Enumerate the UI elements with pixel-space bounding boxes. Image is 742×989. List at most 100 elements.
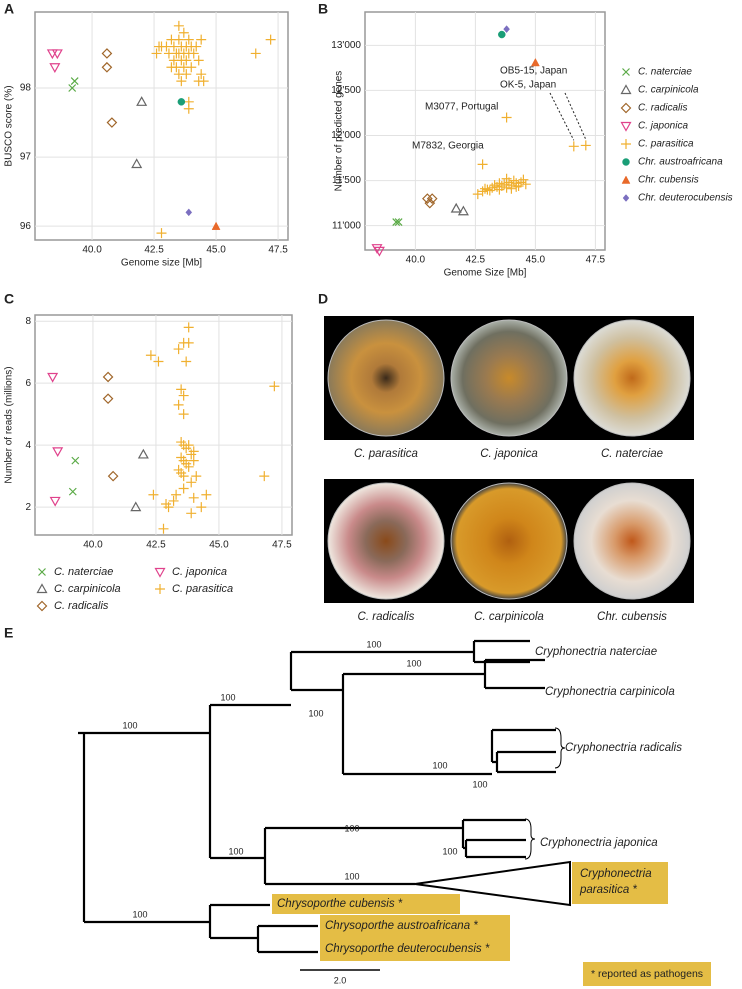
legend-marker [622, 68, 630, 76]
annotation: OB5-15, Japan [500, 66, 567, 77]
point [186, 62, 197, 73]
y-tick-label: 13'000 [331, 40, 361, 51]
point [47, 372, 59, 383]
point [371, 244, 383, 254]
point [178, 27, 189, 38]
point [196, 69, 207, 80]
x-axis-label: Genome size [Mb] [121, 258, 202, 269]
point [183, 440, 194, 451]
point [477, 159, 488, 170]
legend-label: C. naterciae [54, 566, 113, 578]
panel-label: C [4, 291, 14, 307]
culture-plate [573, 482, 691, 600]
y-tick-label: 98 [20, 83, 32, 94]
taxon-label: Cryphonectria carpinicola [545, 686, 675, 698]
y-tick-label: 12'500 [331, 85, 361, 96]
y-tick-label: 96 [20, 221, 32, 232]
point [158, 523, 169, 534]
x-axis-label: Genome Size [Mb] [444, 268, 527, 279]
point [178, 471, 189, 482]
point [373, 246, 385, 257]
legend-marker [621, 175, 631, 184]
point [49, 496, 61, 507]
taxon-label: Cryphonectria radicalis [565, 742, 682, 754]
legend-marker [36, 600, 48, 612]
point [163, 502, 174, 513]
point [173, 20, 184, 31]
point [173, 344, 184, 355]
point [181, 55, 192, 66]
point [148, 489, 159, 500]
point [482, 184, 493, 195]
point [269, 381, 280, 392]
photo-caption: C. carpinicola [474, 611, 544, 623]
culture-plate [450, 482, 568, 600]
bracket [554, 727, 566, 769]
x-tick-label: 42.5 [144, 245, 164, 256]
point [183, 461, 194, 472]
note: * reported as pathogens [591, 968, 703, 980]
point [457, 205, 469, 216]
support-value: 100 [122, 720, 137, 730]
y-tick-label: 4 [25, 440, 31, 451]
culture-plate [450, 319, 568, 437]
photo-caption: Chr. cubensis [597, 611, 667, 623]
point [580, 140, 591, 151]
x-tick-label: 47.5 [268, 245, 288, 256]
support-value: 100 [366, 639, 381, 649]
scale-label: 2.0 [334, 975, 347, 985]
panel-label: A [4, 1, 14, 17]
point [250, 48, 261, 59]
point [51, 49, 63, 60]
point [186, 477, 197, 488]
point [186, 508, 197, 519]
point [183, 337, 194, 348]
x-tick-label: 42.5 [146, 540, 166, 551]
highlight [583, 962, 711, 986]
point [191, 471, 202, 482]
point [424, 197, 436, 209]
point [145, 350, 156, 361]
point [518, 174, 529, 185]
support-value: 100 [220, 692, 235, 702]
legend-label: Chr. deuterocubensis [638, 193, 733, 204]
point [178, 483, 189, 494]
point [211, 221, 221, 230]
point [68, 487, 77, 496]
panel-label: D [318, 291, 328, 307]
point [484, 185, 495, 196]
point [501, 182, 512, 193]
support-value: 100 [442, 846, 457, 856]
point [188, 455, 199, 466]
point [520, 179, 531, 190]
culture-plate [327, 319, 445, 437]
x-tick-label: 47.5 [272, 540, 292, 551]
point [49, 63, 61, 73]
y-tick-label: 2 [25, 502, 31, 513]
point [196, 34, 207, 45]
branches [78, 639, 556, 954]
x-tick-label: 40.0 [406, 255, 426, 266]
point [477, 186, 488, 197]
point [426, 193, 438, 204]
point [480, 183, 490, 194]
taxon-label: Cryphonectria [580, 868, 652, 880]
photo-caption: C. naterciae [601, 448, 663, 460]
point [70, 77, 79, 86]
point [183, 103, 194, 114]
point [136, 96, 148, 106]
taxon-label: Cryphonectria japonica [540, 837, 658, 849]
legend-label: C. carpinicola [54, 583, 121, 595]
point [511, 181, 522, 192]
point [68, 84, 77, 92]
point [177, 98, 186, 106]
photo-caption: C. japonica [480, 448, 538, 460]
point [166, 62, 177, 73]
x-tick-label: 47.5 [586, 255, 606, 266]
legend-label: C. japonica [172, 566, 227, 578]
legend-label: Chr. austroafricana [638, 157, 723, 168]
legend-marker [620, 121, 632, 132]
highlight [572, 862, 668, 904]
